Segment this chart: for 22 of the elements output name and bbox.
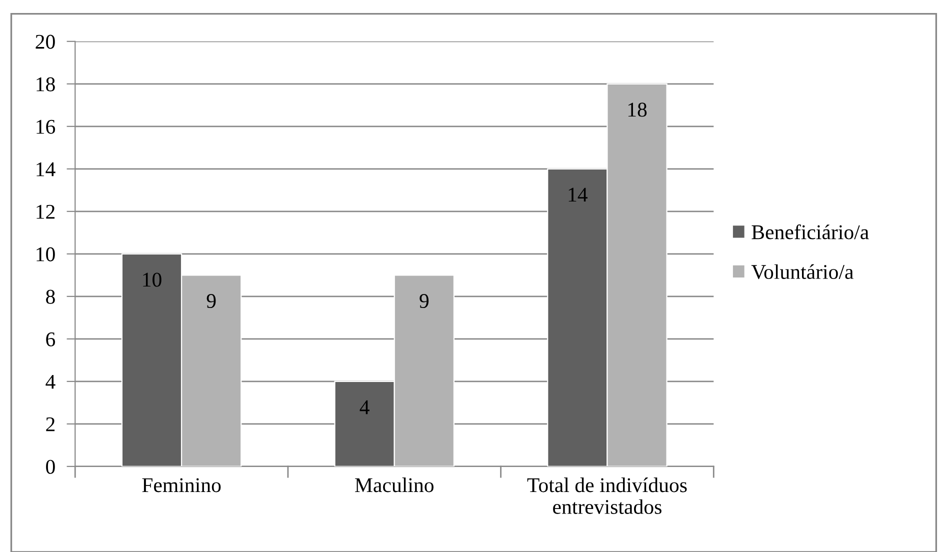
y-tick-label: 4 — [46, 374, 56, 389]
data-label: 9 — [206, 294, 216, 308]
y-tick-label: 16 — [36, 120, 56, 134]
data-label: 9 — [420, 294, 429, 308]
data-label: 10 — [143, 272, 162, 287]
y-tick-label: 14 — [36, 162, 56, 176]
legend-label: Beneficiário/a — [752, 224, 869, 240]
data-label: 4 — [360, 400, 370, 414]
data-label: 14 — [568, 188, 588, 202]
y-tick-label: 18 — [36, 77, 55, 92]
y-tick-label: 20 — [36, 34, 55, 49]
y-tick-label: 10 — [36, 247, 55, 262]
y-tick-label: 0 — [46, 460, 55, 474]
data-label: 18 — [628, 102, 647, 117]
y-tick-label: 2 — [46, 417, 55, 432]
y-tick-label: 12 — [36, 204, 55, 219]
x-tick-label: Total de indivíduos entrevistados — [527, 478, 687, 514]
x-tick-label: Feminino — [142, 478, 221, 492]
y-tick-label: 8 — [46, 290, 55, 304]
x-tick-label: Maculino — [355, 478, 434, 492]
legend-label: Voluntário/a — [751, 264, 854, 280]
y-tick-label: 6 — [46, 332, 56, 346]
